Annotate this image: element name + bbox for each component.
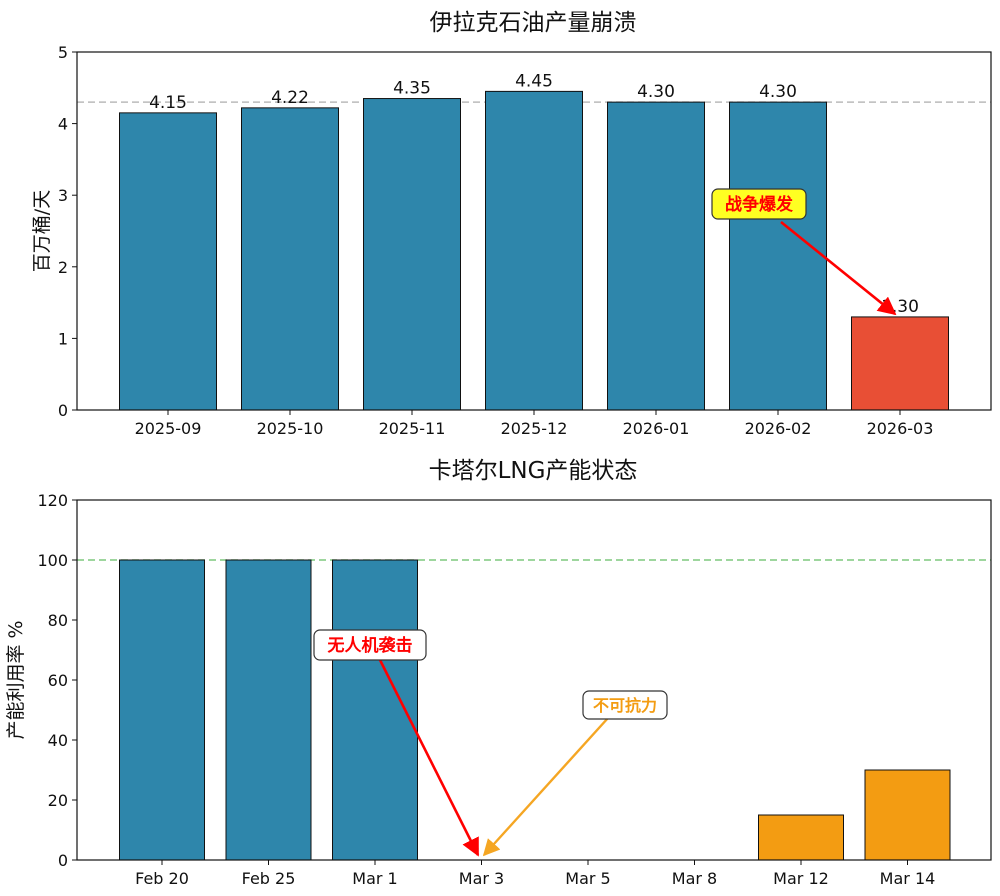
chart1-ytick-label: 2 [58,258,68,277]
chart1-bar-2026-03 [851,316,949,411]
chart1-ytick-label: 5 [58,43,68,62]
chart2-x-axis: Feb 20 Feb 25 Mar 1 Mar 3 Mar 5 Mar 8 Mar 12 Ma… [135,860,935,888]
chart2-ytick-label: 0 [58,851,68,870]
chart2-annotation-drone-text: 无人机袭击 [327,635,413,656]
chart2-xtick-label: Mar 14 [880,869,936,888]
chart1-ylabel-group: 百万桶/天 [31,190,53,272]
chart2-annotation-force-text: 不可抗力 [593,696,657,715]
chart1-annotation-war: 战争爆发 [711,188,807,220]
chart1-annotation-war-box [711,188,807,220]
chart1-value-label-2025-09: 4.15 [149,93,187,113]
chart1-title: 伊拉克石油产量崩溃 [430,10,637,36]
chart1-ylabel: 百万桶/天 [31,190,53,272]
chart2-bar-mar-14 [864,769,951,861]
chart1-plot-frame [76,51,992,411]
chart2-ytick-label: 80 [48,611,68,630]
chart1-bar-2025-11 [363,98,461,411]
chart2-ytick-label: 100 [37,551,68,570]
chart2-bar-feb-20 [119,559,205,861]
chart2-annotation-drone: 无人机袭击 [313,629,427,661]
chart2-annotation-force-arrow [482,717,609,857]
chart2-xtick-label: Mar 1 [352,869,397,888]
chart2-bar-mar-1 [332,559,418,861]
chart2-xtick-label: Mar 12 [773,869,829,888]
chart1-ytick-label: 0 [58,401,68,420]
chart2-annotation-force: 不可抗力 [582,690,668,720]
chart2-xtick-label: Mar 5 [565,869,610,888]
chart-iraq-oil: 伊拉克石油产量崩溃 百万桶/天 4.15 4.22 4.35 4.45 4.30 4.30… [31,10,992,438]
chart2-xtick-label: Mar 3 [459,869,504,888]
chart1-ytick-label: 4 [58,115,68,134]
chart1-ytick-label: 3 [58,186,68,205]
chart2-annotation-drone-box [313,629,427,661]
chart1-xtick-label: 2025-09 [135,419,202,438]
chart2-ylabel: 产能利用率 % [5,620,27,739]
chart1-value-label-2025-11: 4.35 [393,79,431,99]
chart-qatar-lng: 卡塔尔LNG产能状态 产能利用率 % 0 20 40 60 80 100 120 Feb 2… [5,458,992,888]
chart1-annotation-war-text: 战争爆发 [725,194,794,215]
chart2-bars [119,559,951,861]
chart2-y-axis: 0 20 40 60 80 100 120 [37,491,77,870]
chart2-xtick-label: Feb 20 [135,869,189,888]
chart1-y-axis: 0 1 2 3 4 5 [58,43,77,420]
chart2-ytick-label: 40 [48,731,68,750]
chart1-bar-2025-09 [119,112,217,411]
chart1-annotations: 战争爆发 [711,188,897,316]
chart2-title: 卡塔尔LNG产能状态 [429,458,638,484]
chart1-ytick-label: 1 [58,329,68,348]
chart1-value-label-2025-12: 4.45 [515,71,553,91]
chart2-xtick-label: Mar 8 [672,869,717,888]
chart1-x-axis: 2025-09 2025-10 2025-11 2025-12 2026-01 2026-… [135,410,934,438]
chart1-value-label-2025-10: 4.22 [271,88,309,108]
chart2-ylabel-group: 产能利用率 % [5,620,27,739]
chart1-xtick-label: 2025-11 [379,419,446,438]
chart1-bar-2026-02 [729,101,827,411]
chart2-plot-frame [76,499,992,861]
chart2-xtick-label: Feb 25 [242,869,296,888]
chart1-bar-2025-10 [241,107,339,411]
chart1-value-label-2026-02: 4.30 [759,82,797,102]
chart1-xtick-label: 2026-02 [745,419,812,438]
chart1-annotation-arrow [780,220,897,316]
chart1-xtick-label: 2026-03 [867,419,934,438]
chart1-xtick-label: 2025-12 [501,419,568,438]
chart2-ytick-label: 60 [48,671,68,690]
chart1-bars [119,90,949,411]
chart1-value-label-2026-01: 4.30 [637,82,675,102]
chart2-ytick-label: 120 [37,491,68,510]
chart1-bar-2025-12 [485,90,583,411]
chart1-xtick-label: 2025-10 [257,419,324,438]
chart1-bar-2026-01 [607,101,705,411]
chart1-xtick-label: 2026-01 [623,419,690,438]
chart2-annotation-drone-arrow [378,659,480,857]
chart2-bar-feb-25 [225,559,312,861]
chart2-ytick-label: 20 [48,791,68,810]
chart2-bar-mar-12 [758,814,844,861]
chart2-annotation-force-box [582,690,668,720]
